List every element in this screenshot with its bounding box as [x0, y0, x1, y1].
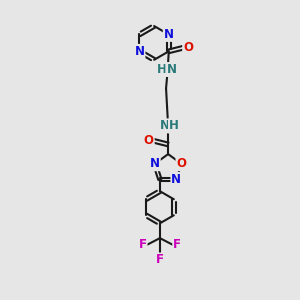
Text: N: N: [171, 173, 182, 186]
Text: N: N: [150, 157, 160, 170]
Text: N: N: [167, 63, 176, 76]
Text: O: O: [144, 134, 154, 147]
Text: N: N: [159, 119, 170, 132]
Text: N: N: [164, 28, 174, 41]
Text: F: F: [173, 238, 181, 251]
Text: F: F: [139, 238, 147, 251]
Text: O: O: [176, 157, 186, 170]
Text: F: F: [156, 254, 164, 266]
Text: H: H: [157, 63, 167, 76]
Text: N: N: [134, 45, 145, 58]
Text: O: O: [183, 41, 193, 54]
Text: H: H: [169, 119, 179, 132]
